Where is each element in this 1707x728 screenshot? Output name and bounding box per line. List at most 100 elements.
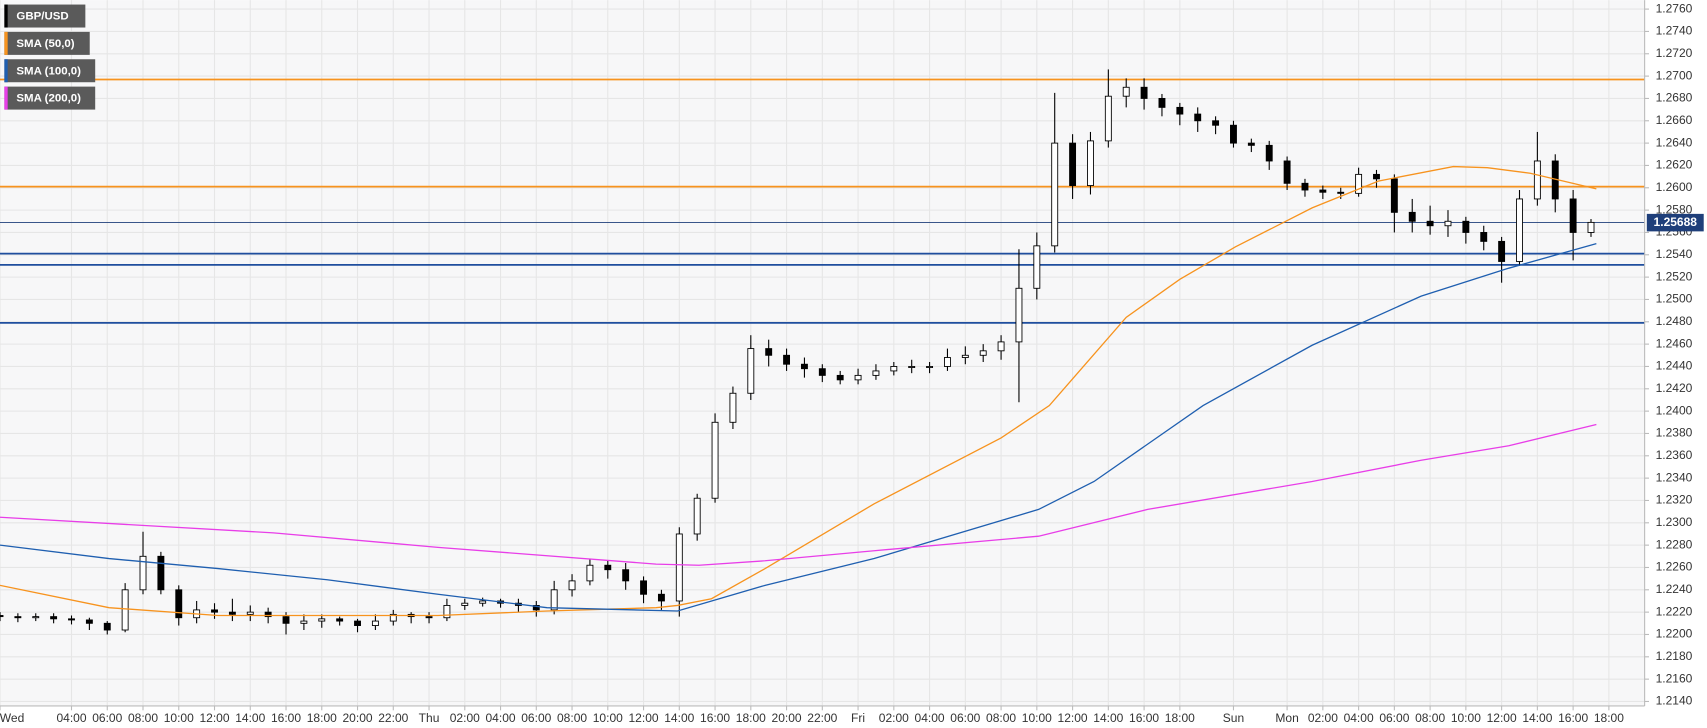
candle-body — [264, 611, 272, 618]
candle-body — [389, 613, 397, 622]
x-tick-label: 04:00 — [915, 711, 945, 725]
candle-body — [354, 620, 361, 626]
candle-body — [1462, 220, 1470, 233]
candle-body — [1283, 160, 1291, 184]
candle-body — [300, 620, 308, 624]
x-tick-label: 04:00 — [56, 711, 86, 725]
candle-body — [1176, 106, 1184, 115]
candle-body — [1426, 220, 1434, 227]
candle-body — [1230, 124, 1237, 144]
candle-body — [282, 616, 290, 624]
candle-body — [622, 569, 630, 582]
x-tick-label: 16:00 — [1558, 711, 1588, 725]
candle-body — [1212, 120, 1220, 126]
candle-body — [568, 580, 576, 591]
candle-body — [1587, 221, 1595, 233]
legend-item: SMA (100,0) — [4, 59, 96, 83]
candle-body — [908, 366, 916, 368]
x-tick-label: 08:00 — [128, 711, 158, 725]
legend-item: GBP/USD — [4, 4, 86, 28]
candle-body — [979, 350, 987, 356]
candle-body — [336, 618, 344, 622]
legend-label: SMA (100,0) — [16, 65, 81, 77]
y-tick-label: 1.2720 — [1656, 46, 1693, 60]
candle-body — [1265, 144, 1273, 162]
candle-body — [926, 366, 934, 368]
candle-body — [1087, 140, 1094, 186]
y-tick-label: 1.2300 — [1656, 515, 1693, 529]
y-tick-label: 1.2640 — [1656, 135, 1693, 149]
y-tick-label: 1.2420 — [1656, 381, 1693, 395]
y-tick-label: 1.2620 — [1656, 158, 1693, 172]
y-tick-label: 1.2340 — [1656, 470, 1693, 484]
candle-body — [604, 564, 612, 571]
y-tick-label: 1.2320 — [1656, 493, 1693, 507]
levels — [0, 78, 1645, 324]
candles — [0, 69, 1595, 635]
candle-body — [1498, 240, 1506, 262]
y-tick-label: 1.2740 — [1656, 24, 1693, 38]
legend: GBP/USD SMA (50,0) SMA (100,0) SMA (200,… — [4, 4, 96, 110]
y-tick-label: 1.2700 — [1656, 68, 1693, 82]
x-tick-label: 18:00 — [307, 711, 337, 725]
candle-body — [961, 354, 969, 358]
x-tick-label: 08:00 — [986, 711, 1016, 725]
sma-line — [0, 423, 1597, 566]
candle-body — [1533, 160, 1541, 200]
candle-body — [157, 555, 165, 591]
y-tick-label: 1.2280 — [1656, 537, 1693, 551]
candle-body — [1140, 86, 1148, 99]
candle-body — [425, 616, 433, 619]
legend-label: SMA (200,0) — [16, 93, 81, 105]
moving-averages — [0, 165, 1597, 617]
x-tick-label: Thu — [419, 711, 440, 725]
candle-body — [586, 564, 594, 582]
y-tick-label: 1.2680 — [1656, 91, 1693, 105]
candle-body — [50, 616, 58, 620]
y-tick-label: 1.2660 — [1656, 113, 1693, 127]
y-tick-label: 1.2580 — [1656, 202, 1693, 216]
candle-body — [765, 348, 773, 356]
legend-box — [4, 59, 96, 83]
candle-body — [747, 348, 755, 394]
candle-body — [872, 370, 880, 376]
x-tick-label: Mon — [1275, 711, 1298, 725]
x-tick-label: 08:00 — [557, 711, 587, 725]
candle-body — [640, 580, 647, 595]
x-tick-label: 12:00 — [1487, 711, 1517, 725]
x-tick-label: 18:00 — [1165, 711, 1195, 725]
candle-body — [1480, 232, 1488, 242]
y-tick-label: 1.2540 — [1656, 247, 1693, 261]
x-tick-label: 20:00 — [772, 711, 802, 725]
y-tick-label: 1.2600 — [1656, 180, 1693, 194]
x-tick-label: 04:00 — [1344, 711, 1374, 725]
y-tick-label: 1.2260 — [1656, 560, 1693, 574]
candle-body — [443, 605, 451, 619]
x-tick-label: 10:00 — [1451, 711, 1481, 725]
x-tick-label: 10:00 — [1022, 711, 1052, 725]
y-tick-label: 1.2520 — [1656, 269, 1693, 283]
x-tick-label: 22:00 — [807, 711, 837, 725]
candle-body — [1301, 182, 1309, 191]
candle-body — [121, 589, 129, 631]
x-tick-label: 14:00 — [235, 711, 265, 725]
candle-body — [1319, 189, 1327, 193]
candle-body — [139, 555, 147, 591]
legend-swatch — [4, 59, 8, 83]
x-tick-label: 06:00 — [92, 711, 122, 725]
y-tick-label: 1.2460 — [1656, 336, 1693, 350]
y-tick-label: 1.2360 — [1656, 448, 1693, 462]
legend-box — [4, 31, 90, 55]
legend-box — [4, 86, 96, 110]
candle-body — [693, 497, 701, 535]
candle-body — [14, 616, 22, 619]
x-tick-label: 02:00 — [879, 711, 909, 725]
candle-body — [1569, 198, 1577, 233]
y-tick-label: 1.2220 — [1656, 604, 1693, 618]
x-tick-label: 16:00 — [700, 711, 730, 725]
x-tick-label: 06:00 — [950, 711, 980, 725]
x-tick-label: 18:00 — [1594, 711, 1624, 725]
x-tick-label: 14:00 — [1522, 711, 1552, 725]
candle-body — [1337, 191, 1345, 194]
